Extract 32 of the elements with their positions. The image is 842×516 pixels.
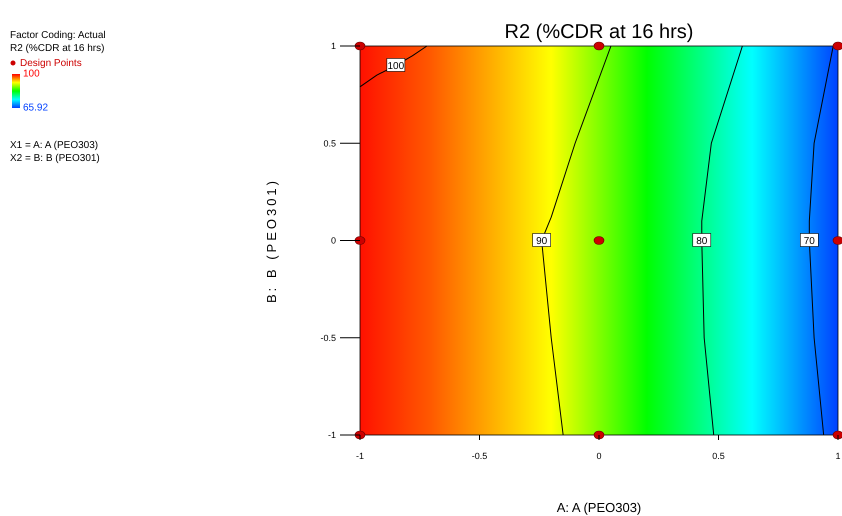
x-tick-label: 0 xyxy=(596,451,602,461)
point xyxy=(594,430,604,440)
legend-label: Design Points xyxy=(20,58,82,69)
point xyxy=(832,430,842,440)
chart-title: R2 (%CDR at 16 hrs) xyxy=(504,21,694,43)
series-label: 100 xyxy=(388,60,405,72)
point xyxy=(594,236,604,245)
series-label: 90 xyxy=(536,236,548,247)
point xyxy=(354,236,366,245)
y-tick-label: -1 xyxy=(328,430,336,440)
x-tick-label: -1 xyxy=(356,451,364,461)
point xyxy=(354,42,366,50)
point xyxy=(832,236,842,245)
color-bar-label: 100 xyxy=(23,68,40,80)
text: X1 = A: A (PEO303) xyxy=(10,140,98,151)
x-axis-title: A: A (PEO303) xyxy=(556,500,642,515)
y-tick-label: 1 xyxy=(330,41,336,51)
point xyxy=(832,42,842,50)
series-label: 80 xyxy=(696,236,708,247)
point xyxy=(594,42,604,50)
text: R2 (%CDR at 16 hrs) xyxy=(10,43,104,54)
y-tick-label: 0 xyxy=(330,236,336,246)
text: X2 = B: B (PEO301) xyxy=(10,153,100,164)
x-tick-label: -0.5 xyxy=(472,451,488,461)
x-tick-label: 0.5 xyxy=(712,451,725,461)
series-label: 70 xyxy=(804,236,816,247)
color-bar-label: 65.92 xyxy=(23,102,48,114)
y-tick-label: -0.5 xyxy=(320,332,336,343)
x-tick-label: 1 xyxy=(835,451,841,461)
text: Factor Coding: Actual xyxy=(10,30,106,41)
y-tick-label: 0.5 xyxy=(323,138,336,148)
y-axis-title: B: B (PEO301) xyxy=(264,178,279,303)
